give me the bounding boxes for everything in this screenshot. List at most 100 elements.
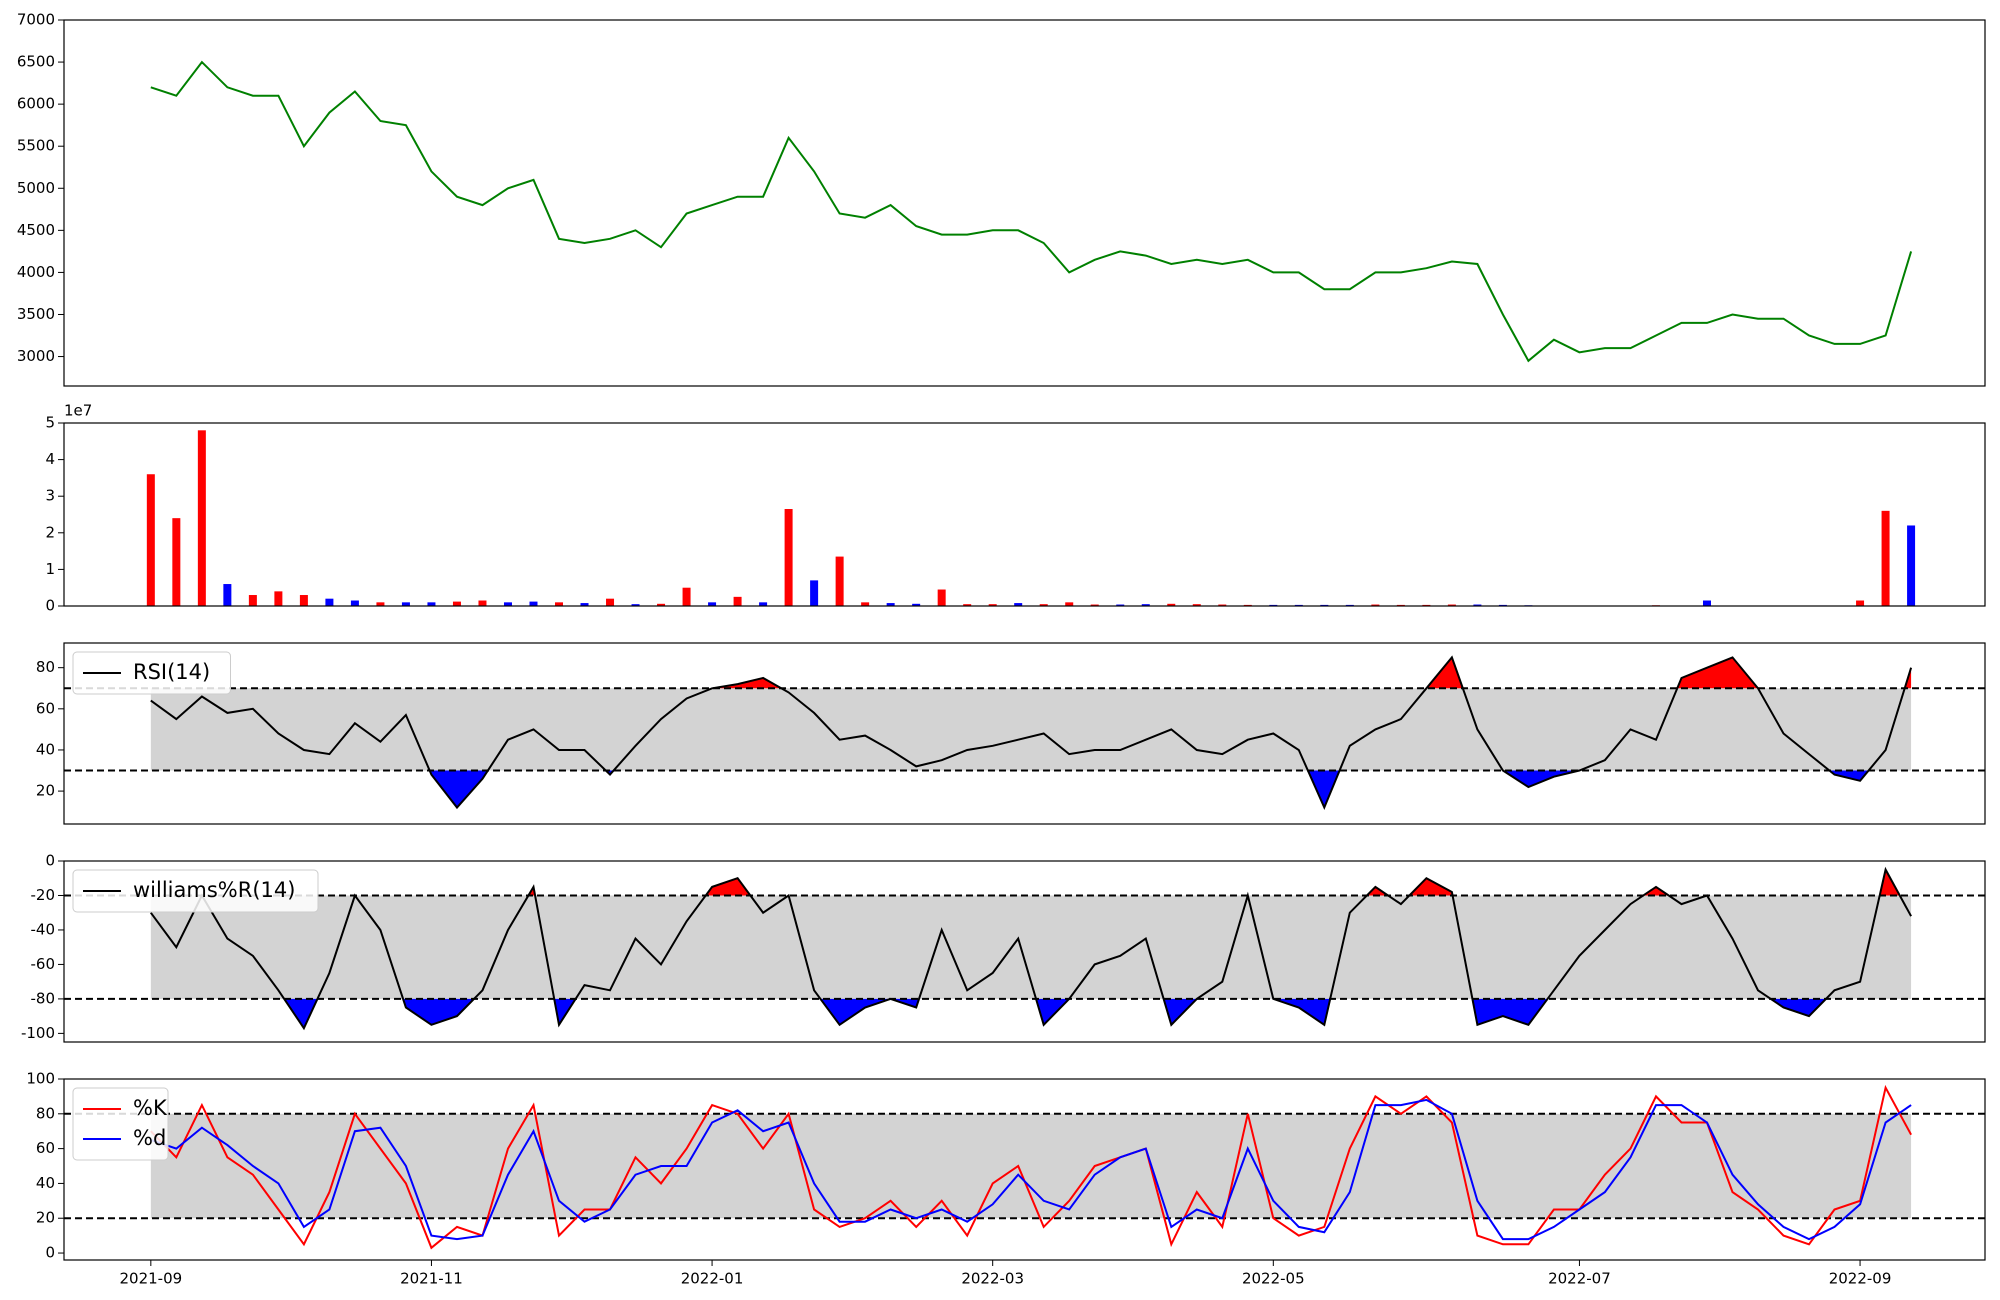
volume-bar xyxy=(478,600,487,606)
volume-bar xyxy=(886,603,895,606)
oversold-fill xyxy=(150,770,1912,808)
x-tick-label: 2022-09 xyxy=(1829,1270,1892,1288)
y-tick-label: 3500 xyxy=(17,305,55,323)
y-tick-label: 3000 xyxy=(17,347,55,365)
y-tick-label: 0 xyxy=(45,1244,55,1262)
y-tick-label: 0 xyxy=(45,852,55,870)
volume-bar xyxy=(810,580,819,606)
volume-bar xyxy=(1192,604,1201,606)
volume-bar xyxy=(1014,603,1023,606)
volume-bar xyxy=(197,430,206,606)
volume-bar xyxy=(1065,602,1074,606)
volume-bar xyxy=(1473,604,1482,606)
panel: RSI(14) 20 40 60 80 xyxy=(36,642,1986,825)
y-tick-label: 5 xyxy=(45,414,55,432)
series-line xyxy=(149,866,1912,1031)
axis-offset-label: 1e7 xyxy=(64,402,92,420)
y-tick-label: 20 xyxy=(36,1209,55,1227)
volume-bar xyxy=(682,587,691,606)
volume-bar xyxy=(452,601,461,606)
legend-box xyxy=(72,869,319,913)
y-tick-label: 4 xyxy=(45,450,55,468)
volume-bar xyxy=(1371,604,1380,606)
volume-bar xyxy=(172,518,181,606)
volume-bar xyxy=(555,602,564,606)
volume-bar xyxy=(248,595,257,606)
plot-frame xyxy=(63,19,1986,387)
y-tick-label: 1 xyxy=(45,560,55,578)
y-tick-label: -20 xyxy=(31,886,56,904)
volume-bar xyxy=(1881,510,1890,606)
y-tick-label: 4500 xyxy=(17,221,55,239)
volume-bar xyxy=(835,556,844,606)
series-line xyxy=(150,1098,1912,1241)
y-tick-label: -80 xyxy=(31,989,56,1007)
volume-bar xyxy=(529,601,538,606)
volume-bar xyxy=(401,602,410,606)
volume-bar xyxy=(1907,525,1916,606)
plot-frame xyxy=(63,860,1986,1043)
legend-label: williams%R(14) xyxy=(133,878,295,902)
y-tick-label: 0 xyxy=(45,597,55,615)
y-tick-label: 5500 xyxy=(17,137,55,155)
volume-bar xyxy=(580,603,589,606)
volume-bar xyxy=(1702,600,1711,606)
legend-label: RSI(14) xyxy=(133,660,210,684)
y-tick-label: 3 xyxy=(45,487,55,505)
volume-bar xyxy=(937,589,946,606)
plot-frame xyxy=(63,1078,1986,1261)
y-tick-label: 60 xyxy=(36,699,55,717)
y-tick-label: 60 xyxy=(36,1139,55,1157)
volume-bar xyxy=(1218,604,1227,606)
series-line xyxy=(150,655,1913,811)
volume-bar xyxy=(350,600,359,606)
panel: 1e7 0 1 2 3 4 5 xyxy=(45,402,1986,615)
y-tick-label: 6000 xyxy=(17,95,55,113)
y-tick-label: 100 xyxy=(26,1070,55,1088)
price-line xyxy=(150,60,1913,363)
y-tick-label: 40 xyxy=(36,1174,55,1192)
legend-box xyxy=(72,1087,169,1161)
y-tick-label: 5000 xyxy=(17,179,55,197)
volume-bar xyxy=(606,598,615,606)
volume-bar xyxy=(1856,600,1865,606)
volume-bar xyxy=(223,584,232,606)
volume-bar xyxy=(988,604,997,606)
volume-bar xyxy=(1141,604,1150,606)
overbought-fill xyxy=(150,869,1912,896)
legend-label: %d xyxy=(133,1126,166,1150)
threshold-band xyxy=(150,688,1912,771)
volume-bar xyxy=(325,598,334,606)
y-tick-label: -40 xyxy=(31,920,56,938)
y-tick-label: 80 xyxy=(36,658,55,676)
volume-bar xyxy=(376,602,385,606)
volume-bar xyxy=(503,602,512,606)
volume-bar xyxy=(733,596,742,606)
y-tick-label: -60 xyxy=(31,955,56,973)
volume-bar xyxy=(657,603,666,606)
volume-bar xyxy=(274,591,283,606)
overbought-fill xyxy=(150,657,1912,689)
legend-box xyxy=(72,651,231,695)
volume-bar xyxy=(1039,604,1048,606)
volume-bar xyxy=(708,602,717,606)
volume-bar xyxy=(784,509,793,606)
y-tick-label: 2 xyxy=(45,523,55,541)
y-tick-label: 6500 xyxy=(17,53,55,71)
volume-bar xyxy=(1116,604,1125,606)
volume-bar xyxy=(427,602,436,606)
y-tick-label: 20 xyxy=(36,782,55,800)
volume-bar xyxy=(1090,604,1099,606)
y-tick-label: 40 xyxy=(36,740,55,758)
plot-frame xyxy=(63,642,1986,825)
legend-label: %K xyxy=(133,1096,168,1120)
volume-bar xyxy=(759,602,768,606)
y-tick-label: 7000 xyxy=(17,11,55,29)
x-tick-label: 2022-03 xyxy=(961,1270,1024,1288)
volume-bar xyxy=(912,603,921,606)
y-tick-label: 80 xyxy=(36,1104,55,1122)
panel: williams%R(14) -100 -80 -60 -40 -20 0 xyxy=(21,852,1986,1043)
volume-bar xyxy=(1167,603,1176,606)
volume-bar xyxy=(963,604,972,606)
